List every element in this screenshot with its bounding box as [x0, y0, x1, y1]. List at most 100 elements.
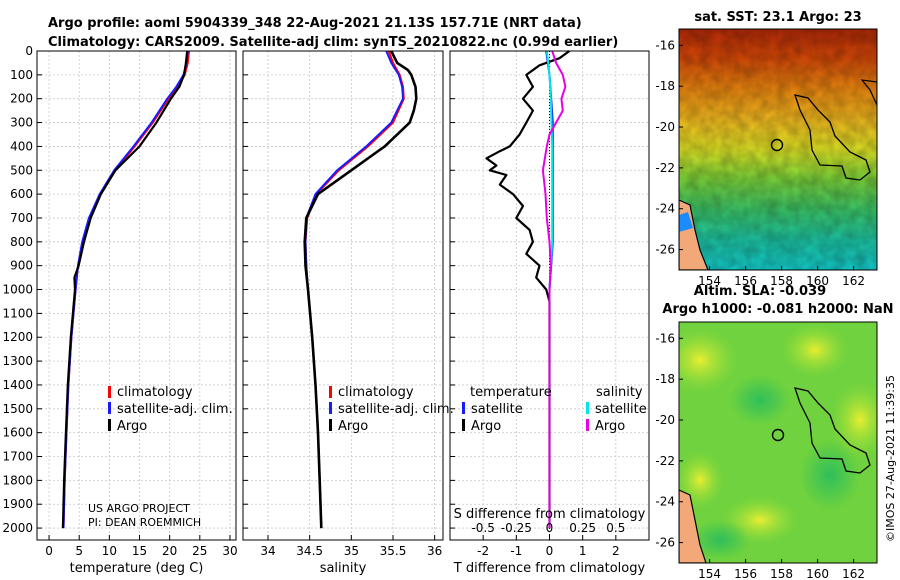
map-y-tick-label: -22: [655, 161, 675, 175]
sst-map-axes: 154 156 158 160 162 -16 -18 -20 -22 -24 -26: [655, 38, 865, 288]
sla-high-patch: [830, 380, 877, 460]
y-tick-label: 400: [10, 139, 33, 153]
map-y-tick-label: -24: [655, 202, 675, 216]
map-y-tick-label: -16: [655, 331, 675, 345]
sst-coastal-water: [679, 212, 693, 232]
x-tick-label: 20: [162, 544, 177, 558]
plot-area: [243, 51, 443, 540]
y-tick-label: 0: [25, 44, 33, 58]
x-tick-label: 34: [260, 544, 275, 558]
map-y-tick-label: -16: [655, 38, 675, 52]
map-x-tick-label: 156: [734, 274, 757, 288]
sla-map-title-line1: Altim. SLA: -0.039: [694, 284, 826, 299]
sst-reef-outline: [794, 94, 871, 181]
legend-swatch-climatology: [329, 386, 332, 398]
y-tick-label: 1400: [2, 378, 33, 392]
x-tick-label: -1: [510, 544, 522, 558]
map-x-tick-label: 162: [842, 567, 865, 580]
sst-map-title: sat. SST: 23.1 Argo: 23: [694, 10, 861, 25]
sla-coastline-australia: [679, 489, 707, 563]
x-tick-label: 2: [612, 544, 620, 558]
y-tick-label: 600: [10, 187, 33, 201]
map-y-tick-label: -26: [655, 536, 675, 550]
sla-low-patch: [690, 520, 750, 560]
x-tick-label: 36: [427, 544, 442, 558]
sla-map-title-line2: Argo h1000: -0.081 h2000: NaN: [662, 302, 893, 317]
legend-label-satellite: satellite-adj. clim.: [338, 402, 454, 417]
sst-argo-marker: [770, 138, 784, 152]
sst-texture: [679, 29, 877, 270]
y-tick-label: 1300: [2, 354, 33, 368]
difference-panel: -2 -1 0 1 2 -0.5 -0.25 0 0.25 0.5S difference fro…: [449, 50, 650, 576]
sla-argo-marker: [771, 428, 785, 442]
map-x-tick-label: 160: [806, 274, 829, 288]
legend-label-temp-satellite: satellite: [471, 402, 523, 417]
y-tick-label: 800: [10, 235, 33, 249]
plot-area: [37, 51, 236, 540]
legend-swatch-satellite: [329, 402, 332, 414]
map-x-tick-label: 158: [770, 274, 793, 288]
x-axis-label: salinity: [320, 561, 367, 576]
map-x-tick-label: 154: [698, 567, 721, 580]
sla-field: [679, 322, 877, 563]
x-tick-label: 5: [75, 544, 83, 558]
legend-label-climatology: climatology: [338, 385, 414, 400]
legend-label-climatology: climatology: [117, 385, 193, 400]
x-tick-label: 0: [546, 544, 554, 558]
credit-line2: PI: DEAN ROEMMICH: [88, 516, 201, 529]
legend-title-temperature: temperature: [470, 385, 552, 400]
map-x-tick-label: 162: [842, 274, 865, 288]
x-axis-label: temperature (deg C): [70, 561, 204, 576]
sst-map-frame: [678, 28, 878, 271]
figure-title-line2: Climatology: CARS2009. Satellite-adj cli…: [48, 35, 618, 50]
series-line-temperature-argo: [485, 50, 571, 529]
y-tick-label: 900: [10, 259, 33, 273]
sla-reef-outline: [794, 387, 871, 474]
salinity-panel: 34 34.5 35 35.5 36 salinity: [242, 50, 444, 576]
legend-swatch-temp-argo: [462, 419, 465, 431]
legend-label-sal-argo: Argo: [595, 419, 625, 434]
difference-legend: temperature salinity satellite Argo sate…: [462, 385, 647, 434]
legend-swatch-argo: [108, 419, 111, 431]
y-tick-label: 300: [10, 116, 33, 130]
salinity-diff-tick-label: 0.25: [569, 521, 596, 535]
x-tick-label: -2: [477, 544, 489, 558]
temperature-panel: 0 5 10 15 20 25 300100200300400500600700800900…: [2, 44, 237, 576]
y-tick-label: 1900: [2, 497, 33, 511]
y-tick-label: 1200: [2, 330, 33, 344]
salinity-diff-tick-label: -0.25: [501, 521, 532, 535]
x-tick-label: 35.5: [380, 544, 407, 558]
salinity-diff-tick-label: 0.5: [606, 521, 625, 535]
axes-frame: [242, 50, 444, 541]
legend-label-satellite: satellite-adj. clim.: [117, 402, 233, 417]
x-tick-label: 15: [132, 544, 147, 558]
x-tick-label: 30: [222, 544, 237, 558]
legend-swatch-temp-satellite: [462, 402, 465, 414]
y-tick-label: 100: [10, 68, 33, 82]
y-tick-label: 700: [10, 211, 33, 225]
sst-map: [678, 28, 878, 271]
sla-high-patch: [679, 325, 740, 395]
map-x-tick-label: 156: [734, 567, 757, 580]
timestamp: ©IMOS 27-Aug-2021 11:39:35: [884, 375, 897, 542]
y-tick-label: 1700: [2, 450, 33, 464]
x-tick-label: 25: [192, 544, 207, 558]
credit-line1: US ARGO PROJECT: [88, 502, 190, 515]
y-tick-label: 1000: [2, 283, 33, 297]
x-tick-label: 10: [102, 544, 117, 558]
legend-swatch-satellite: [108, 402, 111, 414]
axes-frame: [36, 50, 237, 541]
legend-swatch-sal-argo: [586, 419, 589, 431]
legend-label-argo: Argo: [117, 419, 147, 434]
y-tick-label: 200: [10, 92, 33, 106]
salinity-diff-tick-label: 0: [546, 521, 554, 535]
series-line-argo: [303, 50, 418, 529]
legend-swatch-sal-satellite: [586, 402, 589, 414]
map-y-tick-label: -20: [655, 413, 675, 427]
map-y-tick-label: -20: [655, 120, 675, 134]
sst-land: [679, 79, 877, 270]
figure-title-line1: Argo profile: aoml 5904339_348 22-Aug-20…: [48, 16, 582, 31]
legend-label-argo: Argo: [338, 419, 368, 434]
series-line-salinity-argo: [541, 50, 567, 529]
y-tick-label: 2000: [2, 521, 33, 535]
